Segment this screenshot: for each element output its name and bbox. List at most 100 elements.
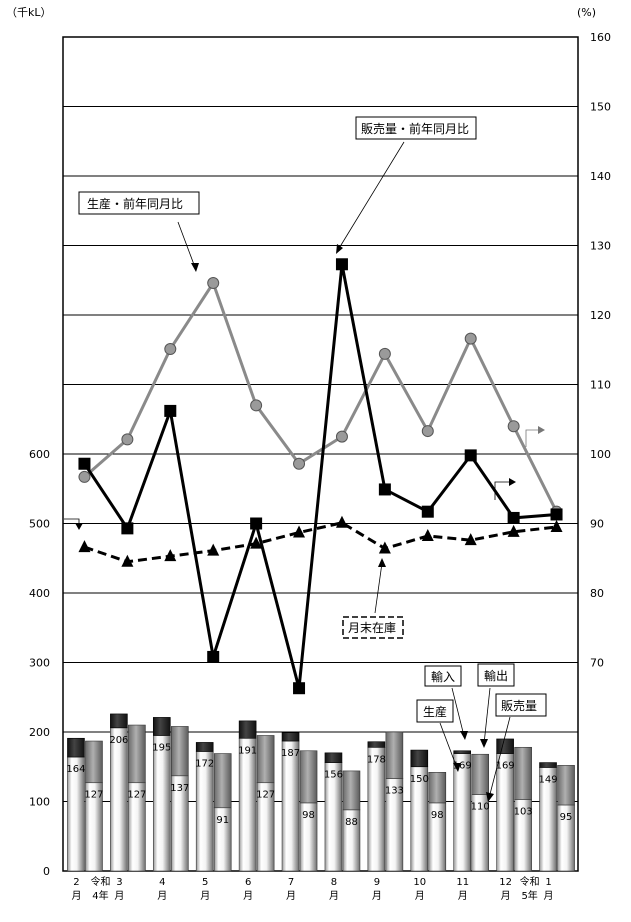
point-sales-ratio bbox=[293, 682, 306, 695]
left-axis-ticks: 0 100 200 300 400 500 600 bbox=[29, 448, 50, 878]
bar-production-top bbox=[410, 749, 429, 768]
point-sales-ratio bbox=[250, 517, 263, 530]
bar-import-label: 127 bbox=[127, 790, 146, 801]
bar-production-label: 187 bbox=[281, 748, 300, 759]
x-month-unit: 月 bbox=[157, 890, 167, 902]
bar-import-top bbox=[428, 772, 447, 804]
bar-import-label: 103 bbox=[514, 806, 533, 817]
x-month-number: 2 bbox=[73, 877, 79, 888]
x-month-number: 3 bbox=[116, 877, 122, 888]
point-production-ratio bbox=[250, 399, 263, 412]
bar-import-top bbox=[85, 740, 103, 784]
x-month-unit: 月 bbox=[501, 890, 511, 902]
x-month-number: 4 bbox=[159, 877, 165, 888]
bar-import-label: 88 bbox=[345, 817, 358, 828]
bar-production-top bbox=[324, 752, 343, 763]
x-month-unit: 月 bbox=[200, 890, 210, 902]
right-tick-label: 150 bbox=[590, 101, 611, 114]
annotation-import: 輸入 bbox=[424, 665, 468, 740]
bar-production bbox=[152, 735, 171, 872]
bar-import-label: 127 bbox=[256, 790, 275, 801]
point-sales-ratio bbox=[550, 508, 563, 521]
point-inventory bbox=[121, 554, 134, 567]
bar-production bbox=[110, 727, 128, 872]
point-production-ratio bbox=[335, 430, 348, 443]
annotation-production: 生産 bbox=[416, 699, 461, 772]
point-inventory bbox=[164, 549, 177, 562]
bar-import-label: 95 bbox=[560, 812, 573, 823]
annotation-export: 輸出 bbox=[477, 663, 515, 748]
right-tick-label: 100 bbox=[590, 448, 611, 461]
point-production-ratio bbox=[121, 433, 134, 446]
bar-production-top bbox=[539, 762, 557, 768]
bar-import-label: 91 bbox=[216, 815, 229, 826]
point-inventory bbox=[550, 519, 563, 532]
x-month-number: 7 bbox=[288, 877, 294, 888]
right-axis-unit: (%) bbox=[577, 6, 596, 19]
bar-import-top bbox=[299, 750, 318, 804]
annotation-production-label: 生産 bbox=[423, 704, 447, 719]
line-sales-ratio bbox=[83, 264, 557, 689]
x-month-unit: 月 bbox=[372, 890, 382, 902]
point-inventory bbox=[335, 515, 348, 528]
point-production-ratio bbox=[207, 277, 220, 290]
right-tick-label: 160 bbox=[590, 31, 611, 44]
bar-production-top bbox=[453, 750, 472, 754]
right-tick-label: 120 bbox=[590, 309, 611, 322]
bar-import-top bbox=[256, 735, 275, 784]
x-month-unit: 月 bbox=[243, 890, 253, 902]
bar-import-label: 98 bbox=[302, 810, 315, 821]
point-sales-ratio bbox=[464, 449, 477, 462]
annotation-inventory-label: 月末在庫 bbox=[348, 621, 396, 635]
bars: 164 127 206 127 195 137 172 91 191 127 187 98 156 88 1… bbox=[66, 713, 575, 872]
left-tick-label: 600 bbox=[29, 448, 50, 461]
right-tick-label: 90 bbox=[590, 518, 604, 531]
line-inventory bbox=[84, 521, 557, 564]
left-axis-unit: （千kL） bbox=[6, 6, 52, 19]
point-production-ratio bbox=[507, 420, 520, 433]
point-inventory bbox=[250, 536, 263, 549]
lines bbox=[78, 258, 563, 695]
bar-production-top bbox=[238, 720, 257, 739]
bar-import-top bbox=[471, 753, 490, 795]
point-production-ratio bbox=[421, 425, 434, 438]
bar-import-label: 137 bbox=[170, 783, 189, 794]
bar-production-label: 164 bbox=[66, 764, 85, 775]
point-production-ratio bbox=[164, 343, 177, 356]
left-tick-label: 0 bbox=[43, 865, 50, 878]
x-month-unit: 月 bbox=[286, 890, 296, 902]
right-tick-label: 70 bbox=[590, 657, 604, 670]
right-tick-label: 140 bbox=[590, 170, 611, 183]
bar-import-top bbox=[514, 746, 532, 800]
bar-import-top bbox=[385, 731, 404, 779]
point-sales-ratio bbox=[121, 522, 134, 535]
point-inventory bbox=[378, 541, 391, 554]
bar-import-top bbox=[128, 724, 146, 784]
point-sales-ratio bbox=[78, 457, 91, 470]
bar-import-top bbox=[557, 765, 575, 806]
point-sales-ratio bbox=[335, 258, 348, 271]
point-inventory bbox=[464, 533, 477, 546]
right-tick-label: 130 bbox=[590, 240, 611, 253]
point-sales-ratio bbox=[421, 505, 434, 518]
x-month-number: 10 bbox=[413, 877, 426, 888]
right-tick-label: 110 bbox=[590, 379, 611, 392]
bar-production-label: 191 bbox=[238, 745, 257, 756]
annotation-production-ratio: 生産・前年同月比 bbox=[78, 191, 200, 272]
x-month-number: 11 bbox=[456, 877, 469, 888]
annotation-inventory: 月末在庫 bbox=[342, 558, 404, 639]
x-month-unit: 月 bbox=[544, 890, 554, 902]
bar-production-label: 150 bbox=[410, 774, 429, 785]
bar-production-top bbox=[496, 738, 514, 754]
x-month-number: 12 bbox=[499, 877, 512, 888]
annotation-sales-ratio-label: 販売量・前年同月比 bbox=[361, 121, 469, 136]
line-production-ratio bbox=[83, 279, 558, 513]
annotation-production-ratio-label: 生産・前年同月比 bbox=[87, 196, 183, 211]
bar-production-label: 149 bbox=[538, 774, 557, 785]
x-era-label: 令和 bbox=[520, 875, 540, 888]
annotation-sales: 販売量 bbox=[486, 693, 547, 802]
bar-production-label: 156 bbox=[324, 770, 343, 781]
left-tick-label: 500 bbox=[29, 518, 50, 531]
x-month-unit: 月 bbox=[415, 890, 425, 902]
